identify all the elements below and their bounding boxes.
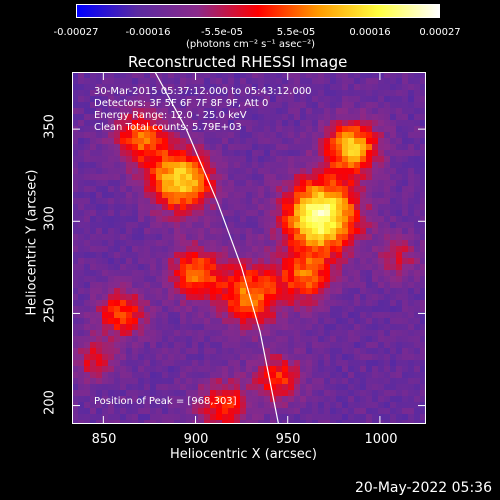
heatmap-image — [72, 72, 426, 424]
plot-area — [72, 72, 426, 424]
colorbar — [76, 4, 440, 18]
colorbar-tick: 0.00016 — [349, 27, 391, 38]
y-tick-label: 200 — [42, 390, 58, 415]
detectors-annotation: Detectors: 3F 5F 6F 7F 8F 9F, Att 0 — [94, 98, 269, 109]
y-tick-label: 250 — [42, 298, 58, 323]
heatmap-pixels — [72, 72, 426, 424]
colorbar-tick: -0.00016 — [125, 27, 171, 38]
peak-annotation: Position of Peak = [968,303] — [94, 396, 237, 407]
x-tick-label: 900 — [183, 432, 209, 447]
colorbar-units: (photons cm⁻² s⁻¹ asec⁻²) — [186, 39, 316, 50]
x-axis-label: Heliocentric X (arcsec) — [170, 447, 317, 462]
colorbar-tick: -5.5e-05 — [201, 27, 243, 38]
energy-annotation: Energy Range: 12.0 - 25.0 keV — [94, 110, 247, 121]
chart-title: Reconstructed RHESSI Image — [128, 53, 348, 71]
colorbar-tick: 5.5e-05 — [276, 27, 316, 38]
datestamp: 20-May-2022 05:36 — [354, 480, 492, 496]
plot-frame — [72, 72, 426, 424]
time-annotation: 30-Mar-2015 05:37:12.000 to 05:43:12.000 — [94, 86, 312, 97]
x-tick-label: 850 — [91, 432, 117, 447]
x-tick-label: 950 — [275, 432, 301, 447]
colorbar-tick: 0.00027 — [419, 27, 461, 38]
y-tick-label: 300 — [42, 206, 58, 231]
x-tick-label: 1000 — [364, 432, 398, 447]
y-tick-label: 350 — [42, 114, 58, 139]
clean-annotation: Clean Total counts: 5.79E+03 — [94, 122, 242, 133]
solar-limb-line — [154, 72, 280, 424]
y-axis-label: Heliocentric Y (arcsec) — [24, 169, 40, 316]
colorbar-tick: -0.00027 — [53, 27, 99, 38]
